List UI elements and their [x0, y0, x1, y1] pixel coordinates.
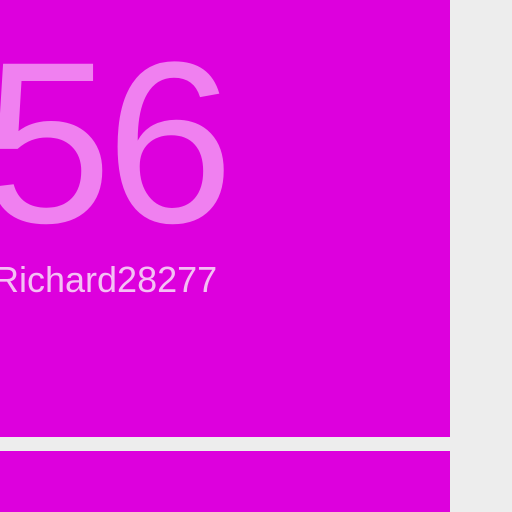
card-username: Richard28277 [0, 259, 218, 300]
card-number: 56 [0, 14, 234, 271]
next-card[interactable] [0, 451, 450, 512]
profile-card[interactable]: 56 Richard28277 [0, 0, 450, 437]
